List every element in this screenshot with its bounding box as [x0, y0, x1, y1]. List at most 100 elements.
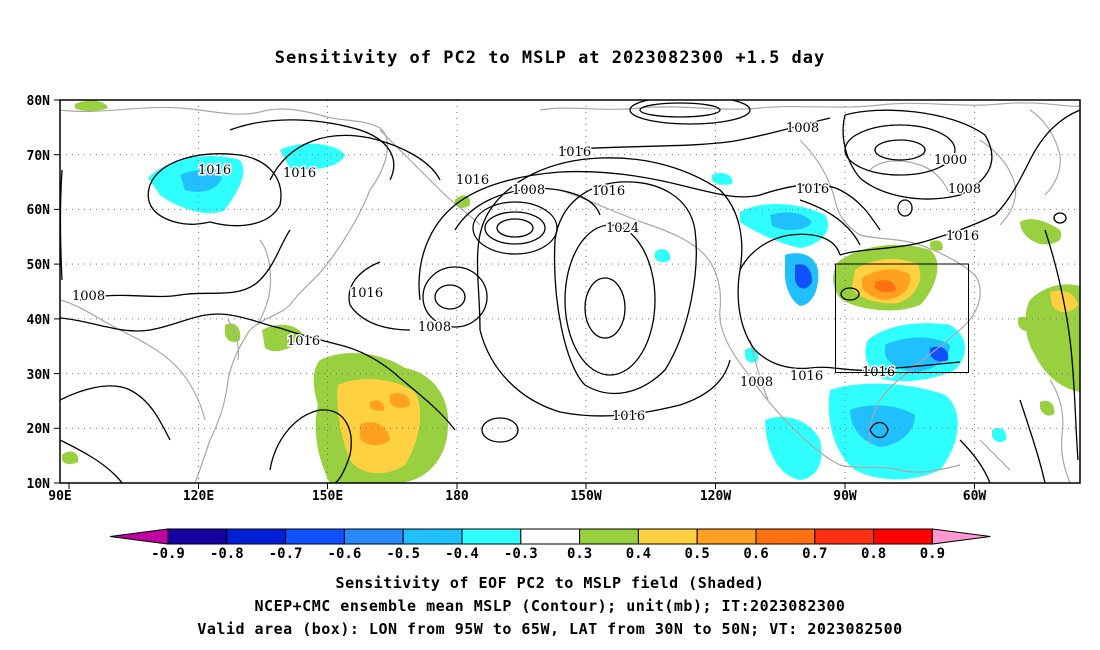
positive-shading [390, 393, 410, 408]
positive-shading [455, 195, 471, 208]
colorbar-label: 0.8 [861, 546, 886, 562]
lat-label: 60N [27, 203, 51, 218]
contour-label: 1008 [740, 375, 773, 390]
positive-shading [225, 323, 241, 343]
contour-label: 1016 [558, 145, 591, 160]
lat-label: 80N [27, 94, 51, 109]
positive-shading [930, 240, 943, 251]
tick-marks [54, 99, 975, 489]
contour-labels: 1016 1016 1008 1016 1008 1016 1016 1000 … [71, 120, 983, 426]
positive-shading [75, 100, 108, 111]
lat-label: 50N [27, 258, 51, 273]
colorbar-label: 0.5 [685, 546, 710, 562]
colorbar-swatch [226, 528, 287, 545]
colorbar-right-triangle [931, 528, 991, 545]
mslp-contours [60, 100, 1080, 483]
positive-shading [1018, 316, 1032, 331]
lon-label: 120W [700, 489, 731, 504]
colorbar-swatch [285, 528, 345, 545]
colorbar-swatch [637, 528, 698, 545]
lon-label: 150W [570, 489, 601, 504]
valid-area-box [835, 263, 969, 373]
colorbar-label: -0.9 [151, 546, 185, 562]
colorbar-swatch [402, 528, 463, 545]
colorbar-swatch [814, 528, 875, 545]
colorbar-left-triangle [109, 528, 169, 545]
lat-label: 20N [27, 422, 51, 437]
negative-shading [712, 173, 733, 185]
colorbar-label: 0.3 [567, 546, 592, 562]
colorbar-label: -0.5 [386, 546, 420, 562]
positive-shading [62, 451, 79, 465]
contour-label: 1024 [606, 221, 639, 236]
colorbar-label: 0.6 [743, 546, 768, 562]
coastlines [60, 102, 1080, 483]
negative-shading [280, 143, 345, 170]
lon-label: 150E [312, 489, 343, 504]
positive-shading [1040, 400, 1055, 416]
colorbar-swatch [873, 528, 933, 545]
contour-label: 1000 [934, 153, 967, 168]
lat-label: 30N [27, 368, 51, 383]
contour-label: 1016 [198, 163, 231, 178]
contour-label: 1016 [790, 369, 823, 384]
lon-label: 60W [963, 489, 987, 504]
shaded-sensitivity [62, 100, 1080, 483]
contour-label: 1008 [418, 320, 451, 335]
contour-label: 1008 [948, 182, 981, 197]
colorbar-label: -0.8 [210, 546, 244, 562]
contour-label: 1016 [946, 229, 979, 244]
colorbar-label: 0.4 [626, 546, 651, 562]
negative-shading [765, 416, 822, 480]
lon-label: 120E [183, 489, 214, 504]
colorbar-label: 0.7 [802, 546, 827, 562]
negative-shading [795, 264, 812, 289]
negative-shading [180, 170, 222, 192]
colorbar-swatch [579, 528, 639, 545]
caption-valid-area: Valid area (box): LON from 95W to 65W, L… [197, 620, 903, 638]
contour-label: 1016 [796, 182, 829, 197]
contour-label: 1016 [456, 173, 489, 188]
longitude-labels: 90E 120E 150E 180 150W 120W 90W 60W [48, 489, 986, 504]
page-title: Sensitivity of PC2 to MSLP at 2023082300… [274, 48, 826, 68]
colorbar-label: -0.3 [504, 546, 538, 562]
colorbar-swatch [461, 528, 522, 545]
colorbar-label: -0.4 [445, 546, 479, 562]
positive-shading [1020, 219, 1062, 245]
negative-shading [745, 348, 759, 363]
negative-shading [885, 337, 950, 372]
contour-label: 1008 [72, 289, 105, 304]
positive-shading [370, 400, 385, 411]
contour-label: 1016 [283, 166, 316, 181]
contour-label: 1008 [786, 121, 819, 136]
caption-contour: NCEP+CMC ensemble mean MSLP (Contour); u… [254, 597, 846, 615]
colorbar-label: -0.6 [328, 546, 362, 562]
lat-label: 70N [27, 149, 51, 164]
lon-label: 90E [48, 489, 71, 504]
negative-shading [770, 212, 812, 231]
positive-shading [875, 280, 896, 293]
contour-label: 1016 [350, 286, 383, 301]
colorbar: -0.9 -0.8 -0.7 -0.6 -0.5 -0.4 -0.3 0.3 0.4 0.5 0.6… [109, 528, 991, 562]
contour-label: 1008 [512, 183, 545, 198]
contour-label: 1016 [287, 334, 320, 349]
colorbar-label: 0.9 [920, 546, 945, 562]
lon-label: 90W [833, 489, 857, 504]
contour-label: 1016 [592, 184, 625, 199]
lat-label: 40N [27, 313, 51, 328]
colorbar-label: -0.7 [269, 546, 303, 562]
caption-shaded: Sensitivity of EOF PC2 to MSLP field (Sh… [335, 574, 765, 592]
plot-frame [59, 99, 1081, 484]
positive-shading [262, 324, 305, 352]
lat-label: 10N [27, 477, 51, 492]
negative-shading [850, 405, 915, 447]
negative-shading [992, 428, 1007, 443]
contour-label: 1016 [612, 409, 645, 424]
colorbar-swatch [696, 528, 757, 545]
colorbar-swatch [520, 528, 581, 545]
colorbar-swatch [343, 528, 404, 545]
colorbar-swatch [167, 528, 228, 545]
latitude-labels: 80N 70N 60N 50N 40N 30N 20N 10N [27, 94, 51, 492]
negative-shading [655, 249, 671, 263]
